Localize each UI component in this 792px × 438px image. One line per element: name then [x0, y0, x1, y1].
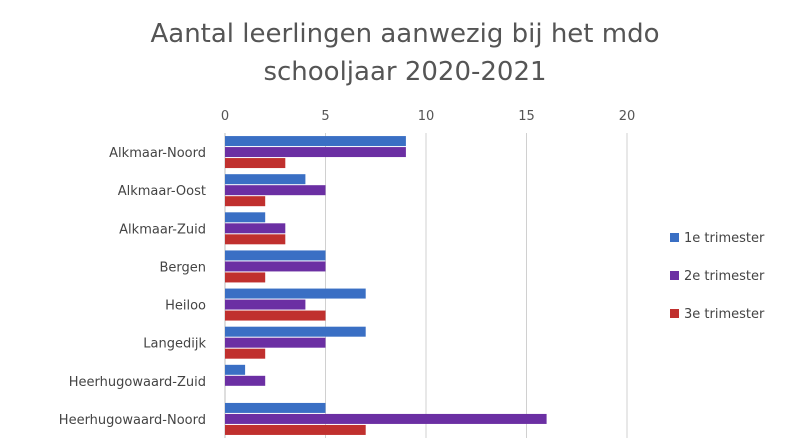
x-tick-label: 0 [221, 109, 229, 124]
category-label: Heerhugowaard-Noord [59, 413, 206, 428]
bar [225, 326, 366, 337]
legend-swatch [670, 309, 679, 318]
bar [225, 364, 246, 375]
bar [225, 158, 286, 169]
legend: 1e trimester 2e trimester 3e trimester [670, 231, 765, 322]
legend-label: 2e trimester [684, 269, 765, 284]
bar [225, 348, 266, 359]
bar [225, 212, 266, 223]
bar [225, 136, 406, 147]
bar [225, 196, 266, 207]
bar [225, 402, 326, 413]
x-tick-label: 15 [518, 109, 535, 124]
legend-swatch [670, 233, 679, 242]
category-label: Langedijk [143, 337, 206, 352]
bar [225, 337, 326, 348]
x-tick-label: 5 [321, 109, 329, 124]
bars [225, 136, 547, 435]
legend-label: 3e trimester [684, 307, 765, 322]
legend-swatch [670, 271, 679, 280]
bar [225, 261, 326, 272]
category-labels: Alkmaar-Noord Alkmaar-Oost Alkmaar-Zuid Ber… [59, 146, 207, 428]
category-label: Alkmaar-Zuid [119, 222, 206, 237]
bar [225, 310, 326, 321]
bar [225, 174, 306, 185]
bar [225, 223, 286, 234]
bar [225, 413, 547, 424]
bar [225, 288, 366, 299]
bar [225, 375, 266, 386]
bar [225, 299, 306, 310]
x-axis-ticks: 0 5 10 15 20 [221, 109, 635, 124]
category-label: Alkmaar-Noord [109, 146, 206, 161]
bar [225, 147, 406, 158]
category-label: Alkmaar-Oost [118, 184, 206, 199]
bar [225, 234, 286, 245]
x-tick-label: 20 [619, 109, 636, 124]
bar [225, 185, 326, 196]
chart-title-line-2: schooljaar 2020-2021 [263, 57, 546, 87]
x-tick-label: 10 [418, 109, 435, 124]
bar [225, 250, 326, 261]
category-label: Heerhugowaard-Zuid [69, 375, 206, 390]
bar [225, 272, 266, 283]
bar [225, 424, 366, 435]
chart-title-line-1: Aantal leerlingen aanwezig bij het mdo [150, 19, 659, 49]
category-label: Heiloo [165, 299, 206, 314]
category-label: Bergen [159, 260, 206, 275]
legend-label: 1e trimester [684, 231, 765, 246]
